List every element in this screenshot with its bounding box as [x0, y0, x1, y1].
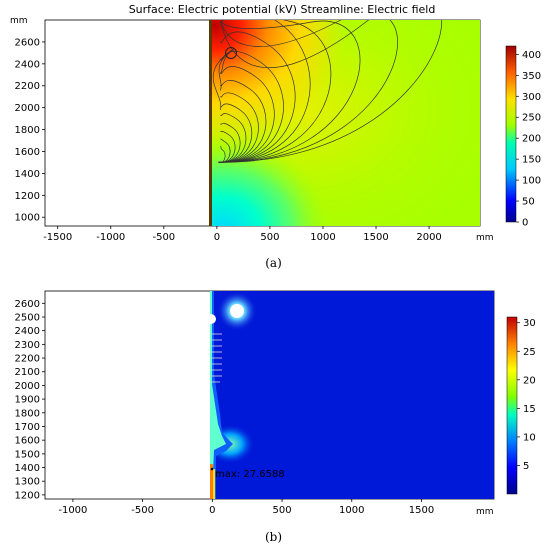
chart-a-streamlines	[212, 20, 443, 163]
chart-b-colorbar-label: 15	[523, 404, 536, 415]
chart-a-streamline	[218, 31, 296, 163]
chart-b-y-tick-label: 1500	[15, 449, 40, 460]
chart-a-streamline	[218, 113, 247, 163]
chart-a-y-tick-label: 1400	[15, 169, 40, 180]
chart-a-x-tick-label: 2000	[416, 232, 441, 243]
chart-b-max-annotation: max: 27.6588	[215, 469, 285, 480]
chart-a-streamline	[218, 130, 236, 163]
chart-b-y-tick-label: 1600	[15, 436, 40, 447]
chart-b-colorbar-label: 5	[523, 461, 529, 472]
chart-a-y-tick-label: 2600	[15, 37, 40, 48]
chart-a-colorbar-label: 300	[522, 92, 541, 103]
chart-b-colorbar-label: 25	[523, 347, 536, 358]
chart-b-max-marker	[210, 467, 214, 471]
chart-a-electrode-ring	[225, 47, 237, 59]
chart-b-x-unit: mm	[476, 507, 494, 517]
chart-a-streamline	[218, 20, 361, 163]
chart-a-colorbar-label: 250	[522, 113, 541, 124]
chart-b-hatch	[211, 333, 222, 383]
chart-b-y-tick-label: 1800	[15, 408, 40, 419]
chart-b-x-tick-label: -500	[131, 505, 154, 516]
chart-a-electrode-stem	[209, 20, 212, 226]
chart-a-x-tick-label: 0	[214, 232, 220, 243]
chart-b-y-tick-label: 1700	[15, 422, 40, 433]
chart-a-x-tick-label: -500	[152, 232, 175, 243]
chart-b-axes: -1000 -500 0 500 1000 1500 1200 1300 1400 1500 160…	[15, 299, 435, 516]
chart-b-y-tick-label: 2600	[15, 299, 40, 310]
chart-b-y-tick-label: 2200	[15, 354, 40, 365]
chart-a-x-tick-label: -1500	[43, 232, 72, 243]
chart-a-colorbar-label: 0	[522, 218, 528, 229]
chart-a-streamline	[218, 20, 311, 163]
chart-b-x-tick-label: 500	[273, 505, 292, 516]
chart-a-streamline	[218, 122, 241, 163]
chart-b-y-tick-label: 1900	[15, 395, 40, 406]
chart-b-colorbar-label: 20	[523, 375, 536, 386]
chart-a-streamline	[218, 103, 253, 163]
chart-a-streamline	[218, 20, 443, 163]
figure-b: max: 27.6588 -1000 -500 0 500 1000 1500 1200 13…	[0, 284, 547, 520]
chart-a-x-tick-label: -1000	[96, 232, 125, 243]
chart-b-y-tick-label: 2100	[15, 367, 40, 378]
chart-a-title: Surface: Electric potential (kV) Streaml…	[129, 3, 436, 16]
chart-a-colorbar-label: 350	[522, 71, 541, 82]
chart-a-streamline	[218, 48, 235, 91]
chart-a-streamline	[218, 20, 398, 163]
chart-a-colorbar-label: 400	[522, 50, 541, 61]
chart-a-streamline	[218, 138, 231, 163]
chart-a-x-tick-label: 1000	[310, 232, 335, 243]
chart-a-y-tick-label: 2200	[15, 81, 40, 92]
chart-a-colorbar	[505, 45, 517, 223]
chart-a-y-tick-label: 1000	[15, 213, 40, 224]
caption-b: (b)	[264, 530, 283, 544]
chart-b-x-tick-label: 1500	[409, 505, 434, 516]
chart-a-streamline	[218, 92, 259, 163]
chart-b-colorbar	[506, 316, 518, 495]
chart-a-y-tick-label: 1200	[15, 191, 40, 202]
chart-b-colorbar-ticks: 5 10 15 20 25 30	[517, 318, 536, 472]
chart-b-top-hole	[210, 314, 216, 324]
figure-a: Surface: Electric potential (kV) Streaml…	[0, 0, 547, 258]
chart-b-colorbar-label: 10	[523, 432, 536, 443]
chart-b-ring-hole	[230, 304, 244, 318]
chart-b-x-tick-label: 1000	[339, 505, 364, 516]
chart-a-y-unit: mm	[10, 16, 28, 26]
chart-a-x-unit: mm	[476, 233, 494, 243]
chart-a-y-tick-label: 2000	[15, 103, 40, 114]
chart-b-y-tick-label: 1300	[15, 477, 40, 488]
chart-b-y-tick-label: 2300	[15, 340, 40, 351]
chart-a-colorbar-label: 150	[522, 155, 541, 166]
chart-a-potential-field	[210, 20, 480, 226]
chart-a-colorbar-label: 100	[522, 176, 541, 187]
chart-a-y-tick-label: 1800	[15, 125, 40, 136]
chart-a-colorbar-label: 200	[522, 134, 541, 145]
chart-a-streamline	[218, 145, 226, 163]
chart-a-colorbar-ticks: 0 50 100 150 200 250 300 350 400	[516, 50, 541, 229]
chart-b-x-tick-label: 0	[209, 505, 215, 516]
chart-a-x-tick-label: 500	[260, 232, 279, 243]
chart-a-streamline	[218, 20, 332, 163]
caption-a: (a)	[265, 256, 282, 270]
chart-b-y-tick-label: 2500	[15, 313, 40, 324]
chart-a-streamline	[218, 66, 275, 163]
chart-a-y-tick-label: 1600	[15, 147, 40, 158]
chart-a-y-tick-label: 2400	[15, 59, 40, 70]
chart-b-field	[210, 291, 494, 499]
chart-a-colorbar-label: 50	[522, 197, 535, 208]
chart-a-streamline	[212, 48, 235, 111]
chart-b-y-tick-label: 1200	[15, 490, 40, 501]
chart-b-colorbar-label: 30	[523, 318, 536, 329]
chart-b-y-tick-label: 2400	[15, 326, 40, 337]
chart-a-x-tick-label: 1500	[363, 232, 388, 243]
chart-a-axes: -1500 -1000 -500 0 500 1000 1500 2000 1000 1200 14…	[15, 37, 442, 243]
chart-b-svg: max: 27.6588 -1000 -500 0 500 1000 1500 1200 13…	[15, 290, 536, 517]
chart-a-streamline	[218, 80, 267, 163]
chart-b-y-tick-label: 1400	[15, 463, 40, 474]
chart-a-svg: Surface: Electric potential (kV) Streaml…	[10, 3, 541, 243]
chart-b-y-tick-label: 2000	[15, 381, 40, 392]
chart-b-x-tick-label: -1000	[58, 505, 87, 516]
